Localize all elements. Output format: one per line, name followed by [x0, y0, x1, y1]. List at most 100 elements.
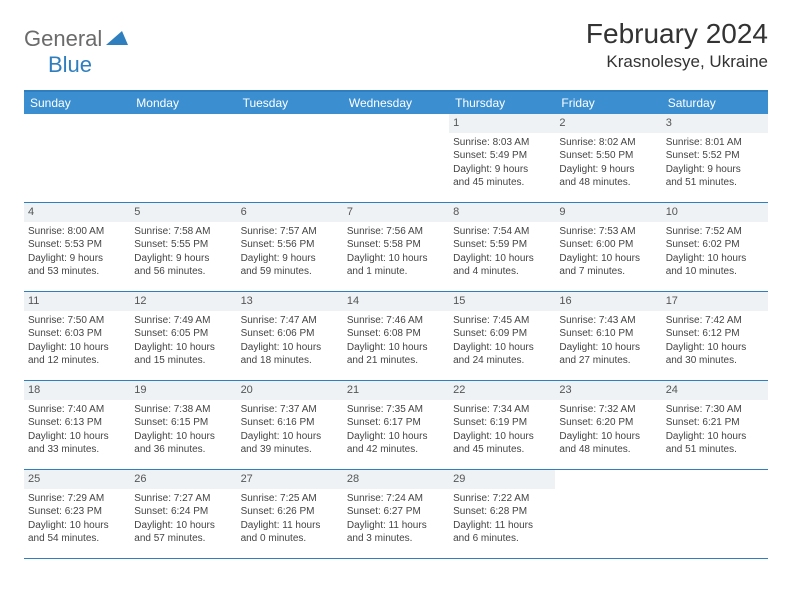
calendar-cell: 17Sunrise: 7:42 AMSunset: 6:12 PMDayligh…: [662, 292, 768, 380]
daylight1-text: Daylight: 10 hours: [241, 341, 339, 355]
day-number: 7: [343, 203, 449, 222]
daylight2-text: and 54 minutes.: [28, 532, 126, 546]
day-number: 17: [662, 292, 768, 311]
sunset-text: Sunset: 6:24 PM: [134, 505, 232, 519]
day-number: 26: [130, 470, 236, 489]
calendar-cell: 18Sunrise: 7:40 AMSunset: 6:13 PMDayligh…: [24, 381, 130, 469]
day-number: 13: [237, 292, 343, 311]
calendar-cell: 11Sunrise: 7:50 AMSunset: 6:03 PMDayligh…: [24, 292, 130, 380]
sunset-text: Sunset: 6:08 PM: [347, 327, 445, 341]
calendar-cell-blank: [343, 114, 449, 202]
sunrise-text: Sunrise: 7:25 AM: [241, 492, 339, 506]
sunset-text: Sunset: 6:06 PM: [241, 327, 339, 341]
day-header: Wednesday: [343, 92, 449, 114]
sunrise-text: Sunrise: 7:56 AM: [347, 225, 445, 239]
sunrise-text: Sunrise: 7:45 AM: [453, 314, 551, 328]
daylight1-text: Daylight: 9 hours: [666, 163, 764, 177]
day-number: 24: [662, 381, 768, 400]
calendar-cell: 22Sunrise: 7:34 AMSunset: 6:19 PMDayligh…: [449, 381, 555, 469]
day-number: 14: [343, 292, 449, 311]
daylight2-text: and 56 minutes.: [134, 265, 232, 279]
sunset-text: Sunset: 6:00 PM: [559, 238, 657, 252]
daylight1-text: Daylight: 10 hours: [28, 430, 126, 444]
sunset-text: Sunset: 6:10 PM: [559, 327, 657, 341]
sunrise-text: Sunrise: 7:34 AM: [453, 403, 551, 417]
calendar-cell: 27Sunrise: 7:25 AMSunset: 6:26 PMDayligh…: [237, 470, 343, 558]
day-number: 27: [237, 470, 343, 489]
calendar-cell: 9 Sunrise: 7:53 AMSunset: 6:00 PMDaylight…: [555, 203, 661, 291]
calendar-cell: 8Sunrise: 7:54 AMSunset: 5:59 PMDaylight…: [449, 203, 555, 291]
calendar-cell: 21Sunrise: 7:35 AMSunset: 6:17 PMDayligh…: [343, 381, 449, 469]
day-number: 9: [555, 203, 661, 222]
logo-text-blue: Blue: [24, 52, 92, 77]
sunset-text: Sunset: 6:09 PM: [453, 327, 551, 341]
daylight2-text: and 51 minutes.: [666, 176, 764, 190]
sunset-text: Sunset: 6:05 PM: [134, 327, 232, 341]
sunset-text: Sunset: 5:52 PM: [666, 149, 764, 163]
sunrise-text: Sunrise: 7:53 AM: [559, 225, 657, 239]
daylight2-text: and 30 minutes.: [666, 354, 764, 368]
daylight2-text: and 57 minutes.: [134, 532, 232, 546]
daylight2-text: and 51 minutes.: [666, 443, 764, 457]
calendar-cell: 15 Sunrise: 7:45 AMSunset: 6:09 PMDayligh…: [449, 292, 555, 380]
page-title: February 2024: [586, 18, 768, 50]
sunrise-text: Sunrise: 7:57 AM: [241, 225, 339, 239]
calendar-cell: 25Sunrise: 7:29 AMSunset: 6:23 PMDayligh…: [24, 470, 130, 558]
calendar-cell: 28Sunrise: 7:24 AMSunset: 6:27 PMDayligh…: [343, 470, 449, 558]
daylight1-text: Daylight: 9 hours: [241, 252, 339, 266]
daylight1-text: Daylight: 10 hours: [559, 341, 657, 355]
sunset-text: Sunset: 6:15 PM: [134, 416, 232, 430]
daylight2-text: and 39 minutes.: [241, 443, 339, 457]
day-number: 28: [343, 470, 449, 489]
day-number: 10: [662, 203, 768, 222]
daylight2-text: and 18 minutes.: [241, 354, 339, 368]
sunrise-text: Sunrise: 7:43 AM: [559, 314, 657, 328]
sunrise-text: Sunrise: 7:24 AM: [347, 492, 445, 506]
sunset-text: Sunset: 6:23 PM: [28, 505, 126, 519]
calendar-cell-blank: [130, 114, 236, 202]
calendar-cell: 10Sunrise: 7:52 AMSunset: 6:02 PMDayligh…: [662, 203, 768, 291]
daylight1-text: Daylight: 10 hours: [559, 252, 657, 266]
daylight2-text: and 48 minutes.: [559, 176, 657, 190]
calendar-cell: 3Sunrise: 8:01 AMSunset: 5:52 PMDaylight…: [662, 114, 768, 202]
sunset-text: Sunset: 6:19 PM: [453, 416, 551, 430]
logo-triangle-icon: [106, 29, 128, 50]
daylight1-text: Daylight: 11 hours: [347, 519, 445, 533]
daylight2-text: and 59 minutes.: [241, 265, 339, 279]
sunset-text: Sunset: 5:58 PM: [347, 238, 445, 252]
calendar-cell: 16Sunrise: 7:43 AMSunset: 6:10 PMDayligh…: [555, 292, 661, 380]
daylight2-text: and 7 minutes.: [559, 265, 657, 279]
daylight2-text: and 3 minutes.: [347, 532, 445, 546]
day-header: Saturday: [662, 92, 768, 114]
sunrise-text: Sunrise: 7:29 AM: [28, 492, 126, 506]
daylight1-text: Daylight: 10 hours: [134, 519, 232, 533]
daylight2-text: and 21 minutes.: [347, 354, 445, 368]
sunset-text: Sunset: 6:02 PM: [666, 238, 764, 252]
day-number: 15: [449, 292, 555, 311]
daylight1-text: Daylight: 10 hours: [453, 341, 551, 355]
daylight2-text: and 42 minutes.: [347, 443, 445, 457]
day-number: 5: [130, 203, 236, 222]
sunrise-text: Sunrise: 7:50 AM: [28, 314, 126, 328]
daylight1-text: Daylight: 10 hours: [347, 252, 445, 266]
sunrise-text: Sunrise: 7:46 AM: [347, 314, 445, 328]
week-row: 18Sunrise: 7:40 AMSunset: 6:13 PMDayligh…: [24, 381, 768, 470]
day-number: 25: [24, 470, 130, 489]
daylight2-text: and 10 minutes.: [666, 265, 764, 279]
calendar-cell: 4Sunrise: 8:00 AMSunset: 5:53 PMDaylight…: [24, 203, 130, 291]
day-header: Tuesday: [237, 92, 343, 114]
calendar-cell: 13Sunrise: 7:47 AMSunset: 6:06 PMDayligh…: [237, 292, 343, 380]
sunrise-text: Sunrise: 8:02 AM: [559, 136, 657, 150]
sunset-text: Sunset: 6:03 PM: [28, 327, 126, 341]
week-row: 25 Sunrise: 7:29 AMSunset: 6:23 PM Dayligh…: [24, 470, 768, 559]
daylight1-text: Daylight: 10 hours: [559, 430, 657, 444]
calendar-cell: 2Sunrise: 8:02 AMSunset: 5:50 PMDaylight…: [555, 114, 661, 202]
day-number: 4: [24, 203, 130, 222]
day-header: Friday: [555, 92, 661, 114]
sunrise-text: Sunrise: 8:03 AM: [453, 136, 551, 150]
daylight2-text: and 6 minutes.: [453, 532, 551, 546]
daylight2-text: and 45 minutes.: [453, 176, 551, 190]
calendar-cell-blank: [662, 470, 768, 558]
calendar-cell: 5Sunrise: 7:58 AMSunset: 5:55 PMDaylight…: [130, 203, 236, 291]
daylight2-text: and 45 minutes.: [453, 443, 551, 457]
